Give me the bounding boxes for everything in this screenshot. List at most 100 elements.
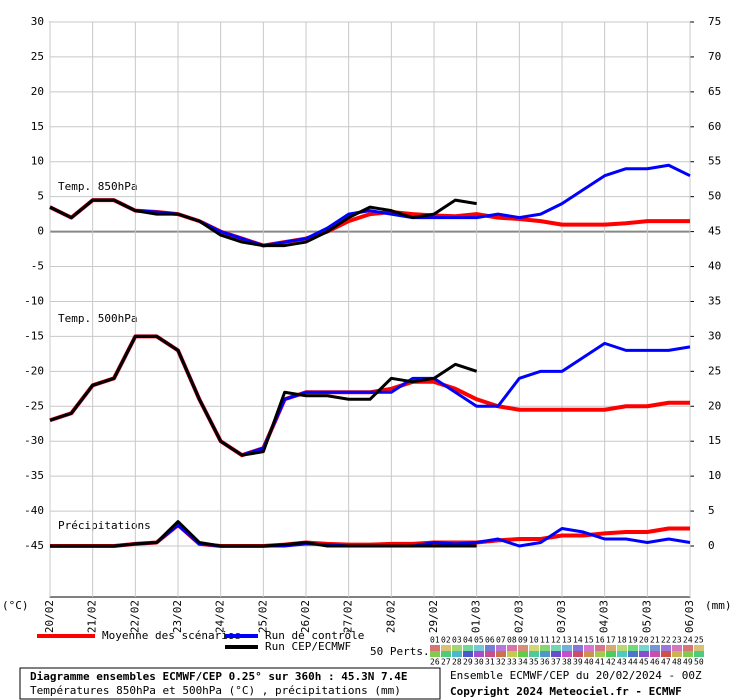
legend-swatch <box>694 645 704 651</box>
legend-swatch <box>617 651 627 657</box>
legend-label: 32 <box>496 658 506 667</box>
chart-subtitle: Températures 850hPa et 500hPa (°C) , pré… <box>30 684 401 697</box>
x-tick-label: 22/02 <box>128 600 141 633</box>
legend-label: 41 <box>595 658 605 667</box>
legend-swatch <box>650 645 660 651</box>
legend-label: 37 <box>551 658 561 667</box>
y-tick-label: -30 <box>24 434 44 447</box>
y2-tick-label: 0 <box>708 539 715 552</box>
x-tick-label: 04/03 <box>598 600 611 633</box>
legend-swatch <box>683 651 693 657</box>
legend-label: 17 <box>606 636 616 645</box>
legend-swatch <box>540 645 550 651</box>
series-line <box>50 520 477 548</box>
legend-label: 43 <box>617 658 627 667</box>
legend-swatch <box>617 645 627 651</box>
x-tick-label: 20/02 <box>43 600 56 633</box>
y2-tick-label: 40 <box>708 260 721 273</box>
legend-swatch <box>551 651 561 657</box>
legend-swatch <box>584 651 594 657</box>
legend-swatch <box>441 651 451 657</box>
plot-area <box>49 21 691 598</box>
legend-label: 07 <box>496 636 506 645</box>
legend-label: 31 <box>485 658 495 667</box>
legend-swatch <box>661 651 671 657</box>
legend-swatch <box>606 645 616 651</box>
legend-label: 24 <box>683 636 693 645</box>
x-tick-label: 26/02 <box>299 600 312 633</box>
legend-label: 36 <box>540 658 550 667</box>
y2-tick-label: 45 <box>708 225 721 238</box>
legend-label: 33 <box>507 658 517 667</box>
legend-label: 27 <box>441 658 451 667</box>
y-tick-label: 15 <box>31 120 44 133</box>
series-line <box>49 198 477 248</box>
legend-swatch <box>562 651 572 657</box>
legend-swatch <box>584 645 594 651</box>
legend-swatch <box>529 651 539 657</box>
y2-tick-label: 55 <box>708 155 721 168</box>
legend-label: Moyenne des scénarios <box>102 629 241 642</box>
legend-swatch <box>628 651 638 657</box>
legend-swatch <box>496 651 506 657</box>
legend-label: 18 <box>617 636 627 645</box>
legend-label: 50 <box>694 658 704 667</box>
legend-swatch <box>507 645 517 651</box>
legend-label: 34 <box>518 658 528 667</box>
legend-swatch <box>573 651 583 657</box>
legend-swatch <box>639 645 649 651</box>
legend-label: 06 <box>485 636 495 645</box>
y-tick-label: -20 <box>24 364 44 377</box>
annotation: Temp. 500hPa <box>58 312 137 325</box>
y2-tick-label: 15 <box>708 434 721 447</box>
legend-label: 14 <box>573 636 583 645</box>
legend-swatch <box>683 645 693 651</box>
x-tick-label: 28/02 <box>384 600 397 633</box>
legend-label: 03 <box>452 636 462 645</box>
legend-label: 05 <box>474 636 484 645</box>
legend-label: 08 <box>507 636 517 645</box>
legend-swatch <box>672 651 682 657</box>
series-line <box>49 334 478 457</box>
x-tick-label: 03/03 <box>555 600 568 633</box>
legend-label: 22 <box>661 636 671 645</box>
legend-swatch <box>595 651 605 657</box>
legend-label: 25 <box>694 636 704 645</box>
legend-label: 16 <box>595 636 605 645</box>
y2-tick-label: 75 <box>708 15 721 28</box>
legend-swatch <box>562 645 572 651</box>
legend-label: 42 <box>606 658 616 667</box>
y2-axis-label: (mm) <box>705 599 732 612</box>
legend-label: 02 <box>441 636 451 645</box>
legend-swatch <box>474 645 484 651</box>
legend-swatch <box>485 651 495 657</box>
x-tick-label: 05/03 <box>640 600 653 633</box>
legend-label: 40 <box>584 658 594 667</box>
legend-label: 38 <box>562 658 572 667</box>
chart-title: Diagramme ensembles ECMWF/CEP 0.25° sur … <box>30 670 408 683</box>
legend-label: 10 <box>529 636 539 645</box>
y-tick-label: -35 <box>24 469 44 482</box>
y-tick-label: -45 <box>24 539 44 552</box>
legend-label: 28 <box>452 658 462 667</box>
legend-swatch <box>595 645 605 651</box>
legend-label: 29 <box>463 658 473 667</box>
y-tick-label: 5 <box>37 190 44 203</box>
legend-label: 21 <box>650 636 660 645</box>
legend-label: 09 <box>518 636 528 645</box>
legend-label: 11 <box>540 636 550 645</box>
legend-label: 15 <box>584 636 594 645</box>
legend-label: 19 <box>628 636 638 645</box>
legend-swatch <box>507 651 517 657</box>
annotation: Précipitations <box>58 519 151 532</box>
legend-swatch <box>485 645 495 651</box>
y2-tick-label: 65 <box>708 85 721 98</box>
legend-swatch <box>694 651 704 657</box>
legend-label: 45 <box>639 658 649 667</box>
x-tick-label: 29/02 <box>427 600 440 633</box>
legend-label: Run de contrôle <box>265 629 364 642</box>
legend-swatch <box>639 651 649 657</box>
legend-swatch <box>529 645 539 651</box>
legend-label: 13 <box>562 636 572 645</box>
